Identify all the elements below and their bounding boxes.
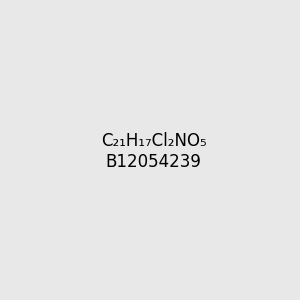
Text: C₂₁H₁₇Cl₂NO₅
B12054239: C₂₁H₁₇Cl₂NO₅ B12054239 [101, 132, 207, 171]
